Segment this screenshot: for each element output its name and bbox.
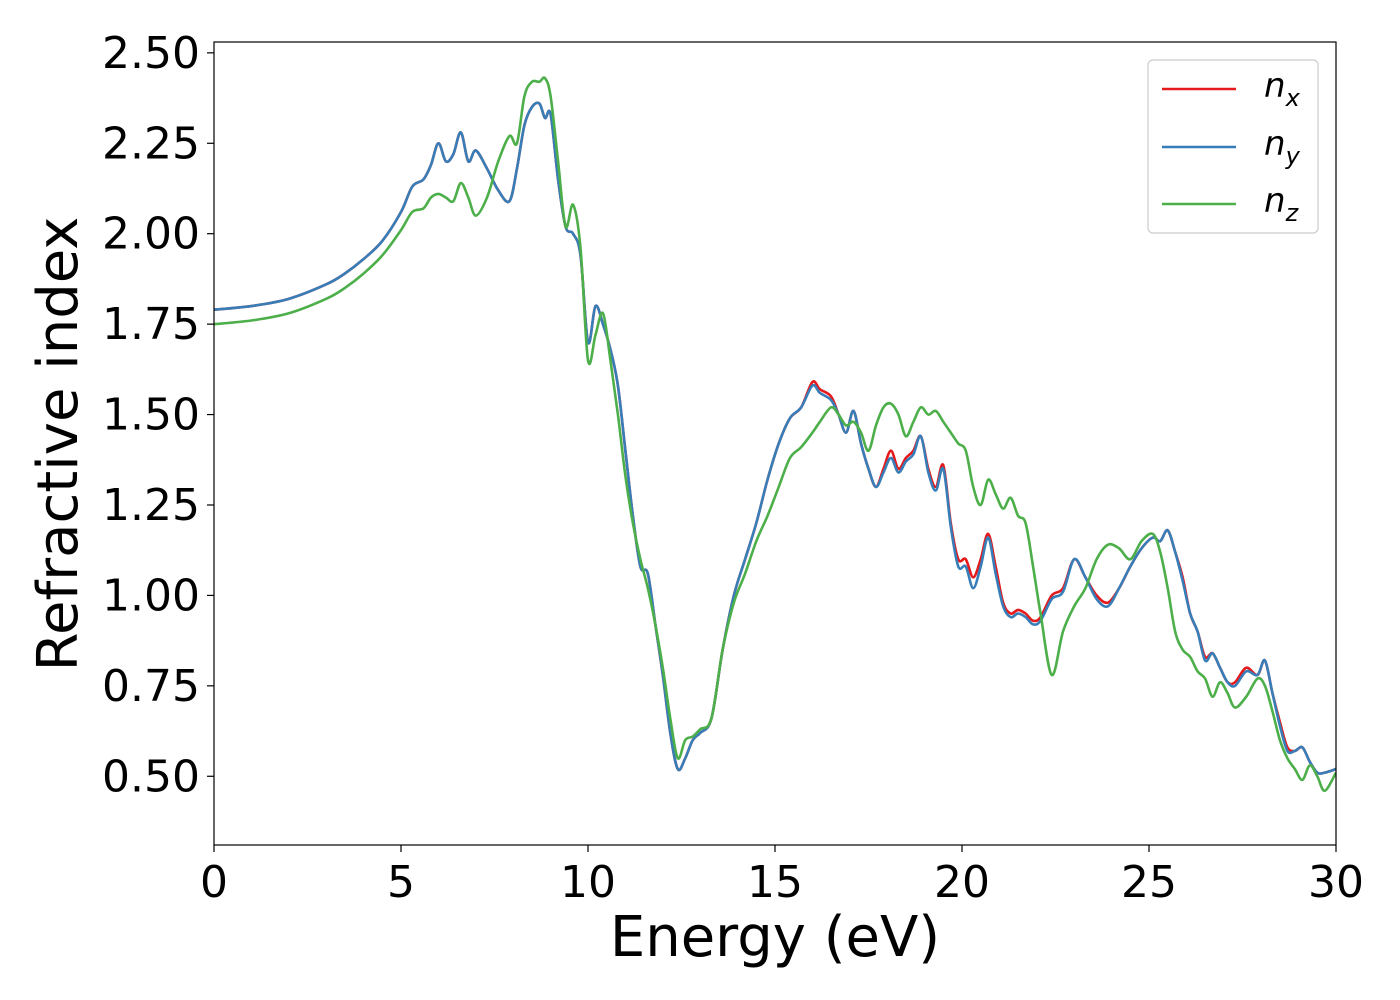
legend-label-nz: nz xyxy=(1264,181,1300,227)
x-tick-label: 0 xyxy=(200,857,228,908)
y-tick-label: 0.75 xyxy=(102,661,200,712)
y-tick-label: 2.25 xyxy=(102,118,200,169)
legend-label-nx: nx xyxy=(1264,66,1301,112)
x-tick-label: 15 xyxy=(747,857,803,908)
legend-label-ny: ny xyxy=(1264,124,1301,170)
x-tick-label: 10 xyxy=(560,857,616,908)
series-layer xyxy=(214,76,1336,793)
y-tick-label: 1.25 xyxy=(102,480,200,531)
x-axis-label: Energy (eV) xyxy=(610,905,940,970)
y-axis-label: Refractive index xyxy=(26,217,91,672)
x-axis-ticks: 0 5 10 15 20 25 30 xyxy=(200,845,1364,908)
x-tick-label: 25 xyxy=(1121,857,1177,908)
y-tick-label: 1.00 xyxy=(102,570,200,621)
y-tick-label: 2.50 xyxy=(102,28,200,79)
y-tick-label: 1.75 xyxy=(102,299,200,350)
y-axis-ticks: 0.50 0.75 1.00 1.25 1.50 1.75 2.00 2.25 2.50 xyxy=(102,28,214,802)
legend: nx ny nz xyxy=(1147,59,1319,234)
x-tick-label: 5 xyxy=(387,857,415,908)
y-tick-label: 2.00 xyxy=(102,209,200,260)
x-tick-label: 20 xyxy=(934,857,990,908)
y-tick-label: 0.50 xyxy=(102,751,200,802)
x-tick-label: 30 xyxy=(1308,857,1364,908)
series-line-ny xyxy=(214,101,1336,775)
y-tick-label: 1.50 xyxy=(102,390,200,441)
series-line-nz xyxy=(214,76,1336,793)
